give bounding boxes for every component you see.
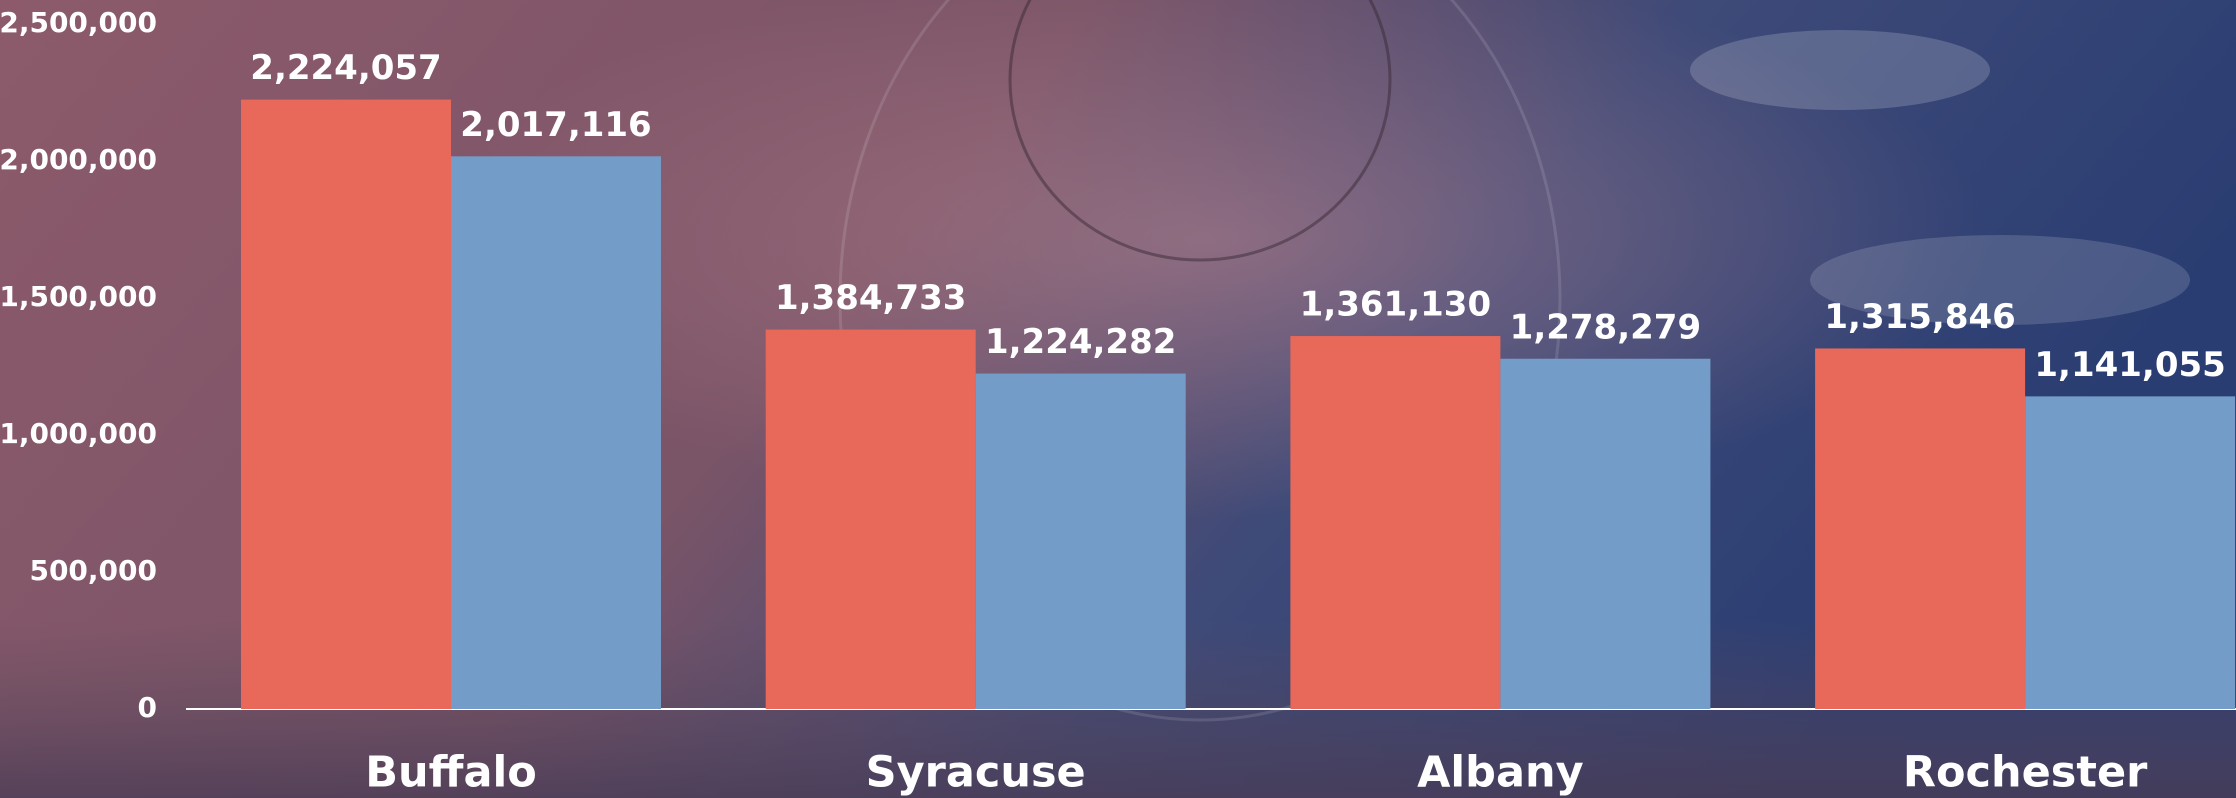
- bar: [1500, 359, 1710, 709]
- decor-cloud: [1690, 30, 1990, 110]
- x-tick-label: Albany: [1417, 748, 1583, 798]
- bar: [766, 330, 976, 709]
- value-label: 1,315,846: [1824, 297, 2015, 337]
- bar: [1290, 336, 1500, 709]
- bar: [241, 100, 451, 709]
- x-tick-label: Rochester: [1903, 748, 2148, 798]
- bar: [451, 156, 661, 709]
- value-label: 1,141,055: [2034, 345, 2225, 385]
- value-label: 2,224,057: [250, 48, 441, 88]
- chart: 0 500,000 1,000,000 1,500,000 2,000,000 2,500…: [0, 0, 2236, 798]
- value-label: 1,278,279: [1510, 307, 1701, 347]
- value-label: 1,361,130: [1300, 285, 1491, 325]
- value-label: 1,384,733: [775, 278, 966, 318]
- y-tick-label: 2,000,000: [0, 143, 157, 176]
- value-label: 1,224,282: [985, 322, 1176, 362]
- value-label: 2,017,116: [460, 105, 651, 145]
- y-tick-label: 1,500,000: [0, 280, 157, 313]
- x-tick-label: Syracuse: [866, 748, 1086, 798]
- x-tick-label: Buffalo: [365, 748, 537, 798]
- page: {"chart_data": { "type": "bar", "categor…: [0, 0, 2236, 798]
- y-tick-label: 2,500,000: [0, 6, 157, 39]
- y-tick-label: 500,000: [29, 554, 157, 587]
- y-tick-label: 0: [138, 691, 157, 724]
- bar: [976, 374, 1186, 709]
- bar: [1815, 348, 2025, 709]
- bar: [2025, 396, 2235, 709]
- y-tick-label: 1,000,000: [0, 417, 157, 450]
